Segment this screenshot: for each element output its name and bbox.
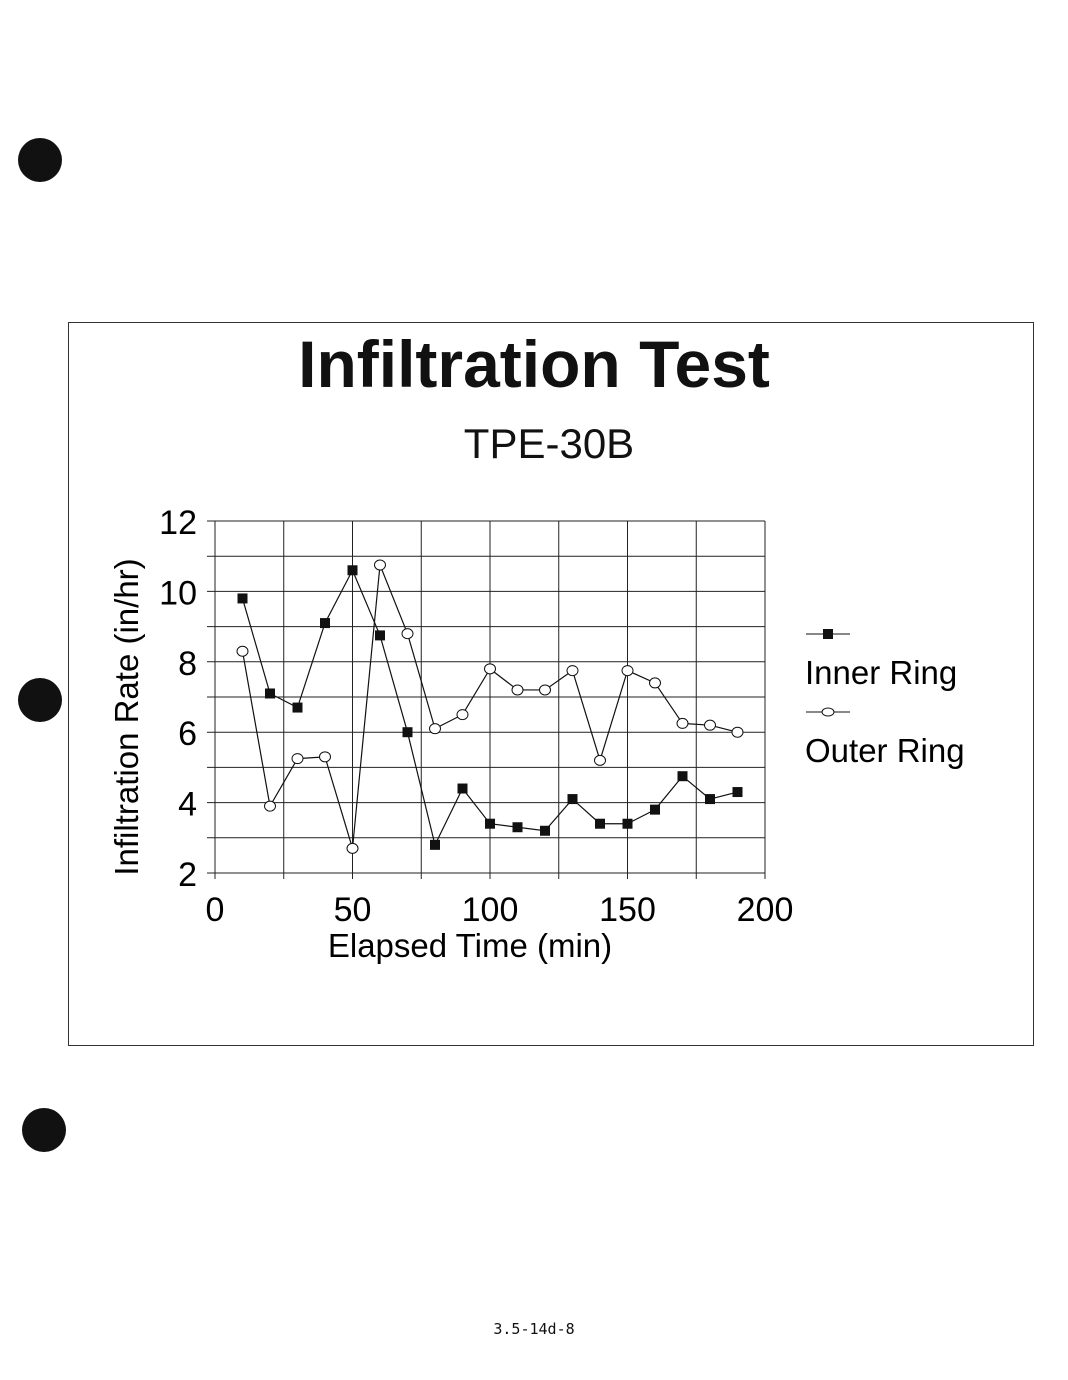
legend-label: Outer Ring — [805, 732, 965, 769]
y-tick-label: 12 — [159, 504, 197, 542]
y-axis-label: Infiltration Rate (in/hr) — [108, 558, 145, 875]
outer-ring-point — [704, 719, 716, 731]
inner-ring-point — [375, 630, 385, 641]
outer-ring-point — [374, 559, 386, 571]
page-number: 3.5-14d-8 — [493, 1320, 575, 1338]
y-tick-label: 2 — [178, 856, 197, 894]
chart-title: Infiltration Test — [298, 327, 770, 401]
inner-ring-point — [732, 787, 743, 798]
x-tick-label: 50 — [334, 891, 372, 929]
x-tick-label: 0 — [206, 891, 225, 929]
outer-ring-point — [511, 684, 524, 696]
inner-ring-point — [677, 771, 688, 782]
outer-ring-point — [264, 800, 276, 812]
outer-ring-point — [484, 663, 496, 675]
y-tick-label: 8 — [178, 645, 197, 683]
binder-hole — [18, 138, 62, 182]
outer-ring-point — [429, 723, 441, 735]
outer-ring-point — [566, 665, 579, 677]
y-tick-label: 6 — [178, 715, 197, 753]
outer-ring-point — [676, 717, 689, 729]
outer-ring-point — [291, 753, 304, 765]
inner-ring-point — [540, 825, 550, 836]
outer-ring-point — [731, 726, 744, 738]
legend-marker-circle — [821, 707, 835, 717]
chart-subtitle: TPE-30B — [463, 420, 635, 467]
outer-ring-point — [539, 684, 551, 696]
legend-marker-square — [823, 629, 833, 639]
x-tick-label: 200 — [737, 891, 794, 929]
chart-frame — [68, 322, 1034, 1046]
inner-ring-point — [430, 839, 440, 850]
outer-ring-point — [649, 677, 661, 689]
outer-ring-point — [319, 751, 331, 763]
y-tick-label: 10 — [159, 574, 197, 612]
inner-ring-point — [567, 794, 578, 805]
inner-ring-point — [622, 818, 633, 829]
binder-hole — [18, 678, 62, 722]
inner-ring-point — [347, 565, 358, 576]
inner-ring-point — [485, 818, 495, 829]
inner-ring-point — [237, 593, 248, 604]
x-axis-label: Elapsed Time (min) — [328, 927, 612, 964]
inner-ring-point — [512, 822, 523, 833]
outer-ring-point — [456, 709, 469, 721]
outer-ring-point — [594, 754, 606, 766]
outer-ring-point — [621, 665, 634, 677]
inner-ring-point — [650, 804, 660, 815]
inner-ring-point — [265, 688, 275, 699]
inner-ring-point — [705, 794, 715, 805]
inner-ring-point — [292, 702, 303, 713]
x-tick-label: 100 — [462, 891, 519, 929]
binder-hole — [22, 1108, 66, 1152]
inner-ring-point — [457, 783, 468, 794]
outer-ring-point — [346, 842, 359, 854]
inner-ring-point — [320, 618, 330, 629]
y-tick-label: 4 — [178, 786, 197, 824]
inner-ring-point — [402, 727, 413, 738]
inner-ring-point — [595, 818, 605, 829]
outer-ring-point — [401, 628, 414, 640]
outer-ring-point — [236, 645, 249, 657]
legend-label: Inner Ring — [805, 654, 957, 691]
x-tick-label: 150 — [599, 891, 656, 929]
